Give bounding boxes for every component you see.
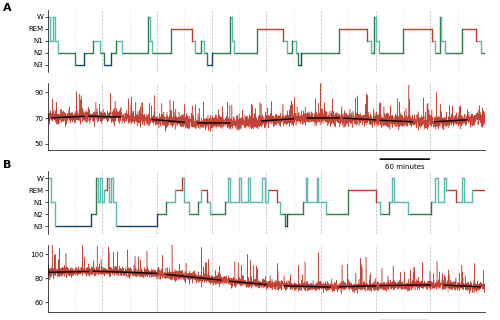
Text: B: B: [2, 160, 11, 170]
Text: A: A: [2, 3, 11, 13]
Text: 60 minutes: 60 minutes: [385, 164, 424, 170]
